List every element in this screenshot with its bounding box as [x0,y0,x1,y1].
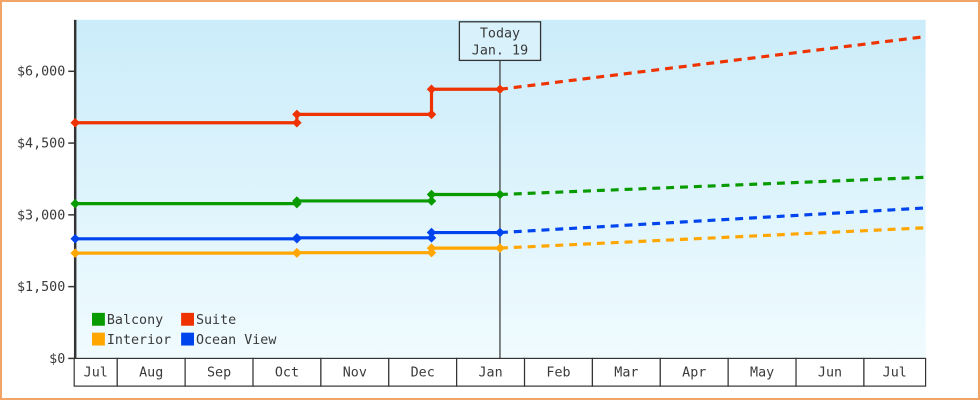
series-line-interior [75,246,500,255]
data-point-ocean-view [292,233,302,243]
data-point-ocean-view [495,227,505,238]
month-cell [523,357,594,387]
month-cell [116,357,186,387]
data-point-suite [426,84,437,94]
data-point-ocean-view [426,233,437,243]
data-point-interior [70,248,80,258]
series-forecast-ocean-view [499,206,926,235]
data-point-ocean-view [70,234,80,244]
month-label: Apr [682,366,706,381]
series-line-ocean-view [75,230,500,241]
month-cell [73,357,118,387]
series-line-suite [75,87,500,125]
month-cell [320,357,390,387]
data-point-interior [292,247,302,258]
month-label: Jul [84,366,108,381]
data-point-suite [292,117,302,128]
month-label: Jul [883,366,907,381]
y-tick-label: $1,500 [17,280,65,295]
today-annotation-line2: Jan. 19 [472,43,528,58]
legend-label-interior: Interior [107,333,171,348]
data-point-ocean-view [426,227,437,238]
data-point-suite [426,109,437,120]
data-point-suite [292,109,302,120]
month-label: Feb [546,366,570,381]
data-point-balcony [426,189,437,200]
legend-swatch-balcony [92,312,105,326]
y-tick-label: $6,000 [17,65,65,80]
month-cell [863,357,927,387]
series-line-balcony [75,192,500,206]
data-point-balcony [495,189,505,200]
month-label: Mar [614,366,638,381]
y-tick-label: $3,000 [17,208,65,223]
series-forecast-balcony [499,175,926,197]
series-forecast-interior [499,226,926,250]
legend-label-balcony: Balcony [107,313,163,328]
legend-swatch-suite [181,312,194,326]
data-point-interior [495,243,505,253]
month-cell [795,357,865,387]
data-point-interior [426,243,437,253]
today-annotation-box [458,21,542,62]
data-point-balcony [70,198,80,209]
series-forecast-suite [499,35,926,91]
month-cell [252,357,322,387]
month-label: Nov [343,366,367,381]
legend-label-ocean-view: Ocean View [196,333,277,348]
month-label: Jun [818,366,842,381]
month-label: May [750,366,774,381]
month-cell [659,357,729,387]
month-label: Aug [139,366,163,381]
y-tick-label: $0 [49,352,65,367]
month-cell [727,357,797,387]
month-cell [388,357,458,387]
data-point-balcony [292,196,302,206]
month-label: Jan [479,366,503,381]
today-annotation-line1: Today [480,27,520,42]
data-point-suite [70,117,80,128]
month-label: Sep [207,366,231,381]
month-label: Dec [411,366,435,381]
legend-label-suite: Suite [196,313,236,328]
month-label: Oct [275,366,299,381]
y-tick-label: $4,500 [17,137,65,152]
month-cell [591,357,661,387]
data-point-balcony [426,196,437,206]
legend-swatch-ocean-view [181,332,194,346]
legend-swatch-interior [92,332,105,346]
